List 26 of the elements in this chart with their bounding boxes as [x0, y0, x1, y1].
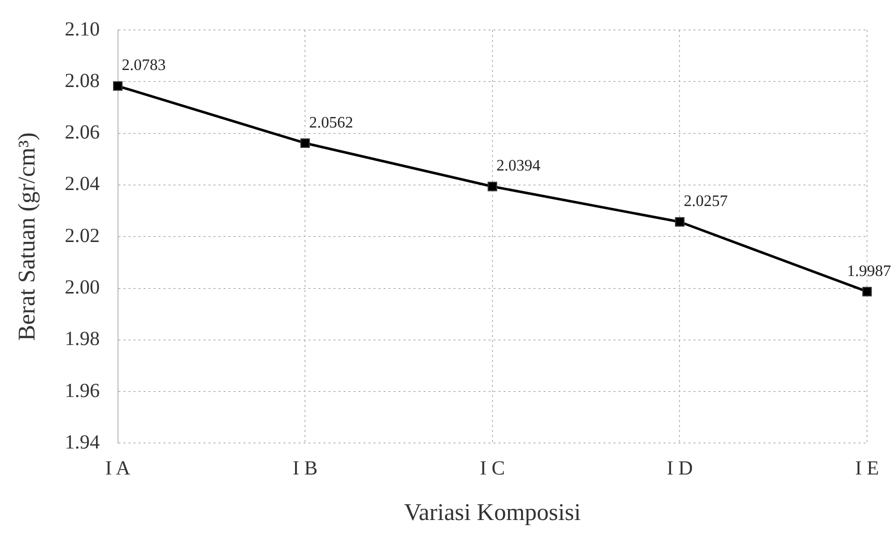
point: [862, 286, 872, 296]
data-label: 2.0257: [684, 193, 728, 210]
x-tick-label: I A: [105, 457, 131, 480]
y-tick-label: 2.10: [64, 18, 100, 40]
data-label: 2.0783: [122, 57, 166, 74]
point: [300, 138, 310, 148]
y-axis-title: Berat Satuan (gr/cm³): [14, 132, 41, 341]
data-label: 2.0562: [309, 114, 354, 132]
x-tick-label: I C: [480, 457, 505, 480]
point: [113, 81, 123, 91]
point: [488, 182, 498, 192]
data-label: 2.0394: [496, 158, 540, 175]
x-tick-label: I B: [292, 457, 318, 480]
y-tick-label: 1.98: [64, 328, 100, 350]
data-label: 1.9987: [847, 262, 891, 280]
x-tick-label: I D: [666, 457, 693, 480]
y-tick-label: 2.02: [64, 224, 100, 247]
x-tick-label: I E: [855, 457, 880, 480]
y-tick-label: 2.06: [64, 122, 100, 144]
point: [675, 217, 684, 227]
y-tick-label: 1.96: [64, 380, 100, 402]
x-axis-title: Variasi Komposisi: [404, 500, 582, 526]
y-tick-label: 2.00: [64, 276, 100, 298]
y-tick-label: 1.94: [64, 431, 100, 454]
y-tick-label: 2.08: [64, 70, 100, 92]
y-tick-label: 2.04: [64, 173, 100, 196]
